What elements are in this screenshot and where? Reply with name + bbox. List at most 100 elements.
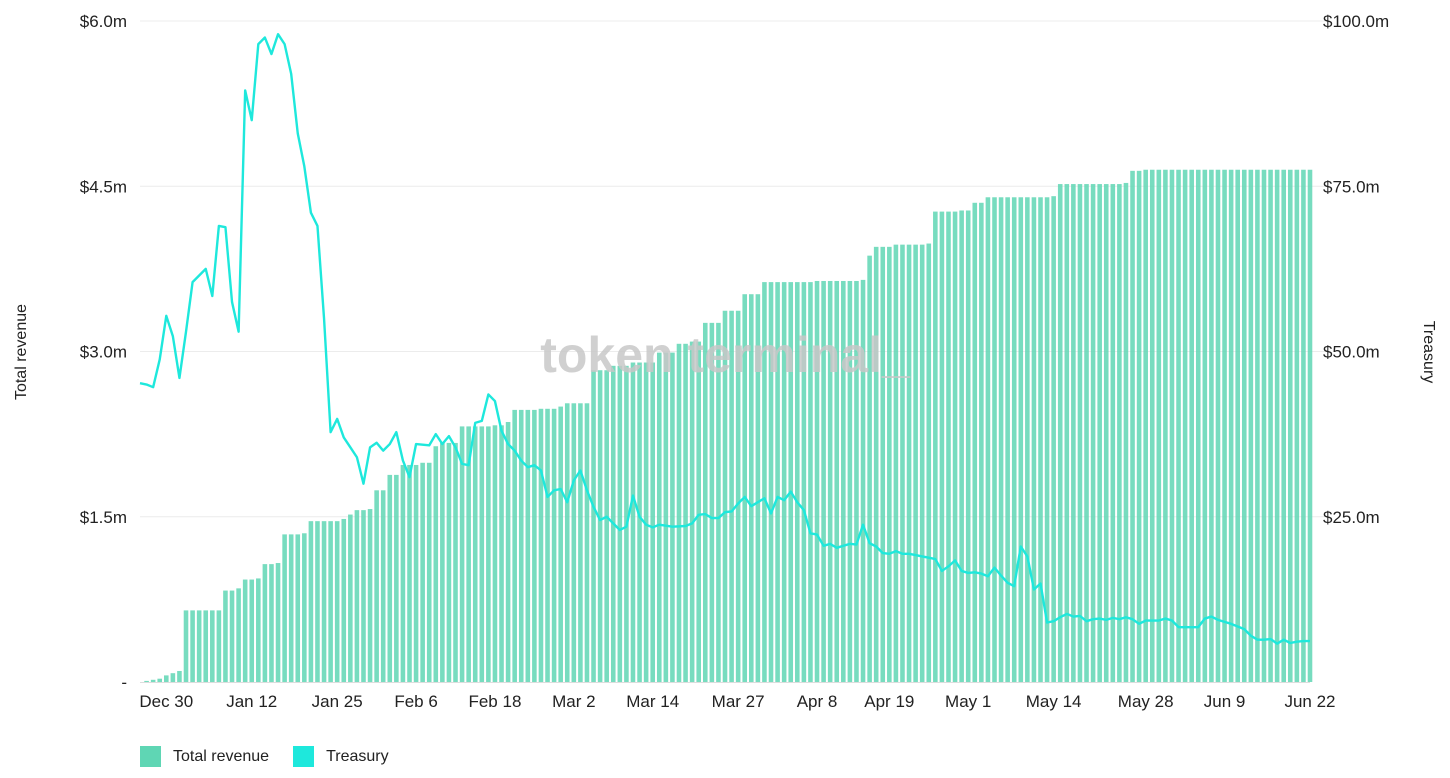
revenue-bar[interactable] (472, 426, 478, 682)
revenue-bar[interactable] (492, 425, 498, 682)
revenue-bar[interactable] (952, 211, 958, 682)
revenue-bar[interactable] (860, 279, 866, 682)
revenue-bar[interactable] (361, 510, 366, 682)
legend-item-total-revenue[interactable]: Total revenue (140, 746, 269, 767)
revenue-bar[interactable] (893, 244, 899, 682)
revenue-bar[interactable] (716, 322, 721, 682)
revenue-bar[interactable] (420, 462, 425, 682)
revenue-bar[interactable] (1136, 170, 1142, 682)
revenue-bar[interactable] (1235, 169, 1240, 683)
revenue-bar[interactable] (788, 282, 794, 682)
revenue-bar[interactable] (157, 678, 163, 682)
revenue-bar[interactable] (1307, 169, 1313, 683)
revenue-bar[interactable] (564, 403, 570, 682)
revenue-bar[interactable] (1123, 182, 1129, 682)
revenue-bar[interactable] (1281, 169, 1286, 683)
revenue-bar[interactable] (887, 246, 892, 682)
revenue-bar[interactable] (400, 464, 406, 682)
revenue-bar[interactable] (880, 246, 886, 682)
revenue-bar[interactable] (518, 409, 524, 682)
revenue-bar[interactable] (341, 518, 347, 682)
treasury-line[interactable] (139, 33, 1310, 645)
revenue-bar[interactable] (308, 521, 314, 682)
revenue-bar[interactable] (1294, 169, 1300, 683)
revenue-bar[interactable] (486, 426, 491, 682)
revenue-bar[interactable] (440, 442, 445, 682)
revenue-bar[interactable] (1117, 184, 1122, 683)
revenue-bar[interactable] (591, 370, 596, 682)
revenue-bar[interactable] (1143, 169, 1148, 683)
revenue-bar[interactable] (900, 244, 905, 682)
revenue-bar[interactable] (1215, 169, 1221, 683)
revenue-bar[interactable] (1031, 197, 1037, 682)
revenue-bar[interactable] (282, 534, 287, 682)
revenue-bar[interactable] (762, 282, 767, 682)
revenue-bar[interactable] (630, 362, 636, 682)
revenue-bar[interactable] (722, 310, 728, 682)
revenue-bar[interactable] (1156, 169, 1162, 683)
revenue-bar[interactable] (768, 282, 774, 682)
revenue-bar[interactable] (597, 370, 603, 682)
revenue-bar[interactable] (249, 579, 255, 682)
revenue-bar[interactable] (1287, 169, 1293, 683)
revenue-bar[interactable] (749, 294, 754, 682)
revenue-bar[interactable] (689, 341, 695, 682)
revenue-bar[interactable] (906, 244, 912, 682)
revenue-bar[interactable] (354, 510, 360, 682)
revenue-bar[interactable] (1005, 197, 1010, 682)
revenue-bar[interactable] (453, 442, 458, 682)
revenue-bar[interactable] (683, 343, 688, 682)
revenue-bar[interactable] (663, 352, 669, 682)
revenue-bar[interactable] (459, 426, 465, 682)
revenue-bar[interactable] (709, 322, 715, 682)
revenue-bar[interactable] (551, 408, 557, 682)
revenue-bar[interactable] (256, 578, 261, 682)
revenue-bar[interactable] (210, 610, 215, 682)
revenue-bar[interactable] (242, 579, 248, 682)
revenue-bar[interactable] (604, 370, 609, 682)
revenue-bar[interactable] (985, 197, 991, 682)
revenue-bar[interactable] (998, 197, 1004, 682)
revenue-bar[interactable] (223, 590, 228, 682)
revenue-bar[interactable] (834, 280, 840, 682)
revenue-bar[interactable] (466, 426, 471, 682)
revenue-bar[interactable] (972, 202, 978, 682)
revenue-bar[interactable] (696, 341, 701, 682)
revenue-bar[interactable] (334, 521, 340, 682)
revenue-bar[interactable] (558, 406, 563, 682)
revenue-bar[interactable] (1202, 169, 1208, 683)
revenue-bar[interactable] (617, 365, 623, 682)
revenue-bar[interactable] (394, 474, 399, 682)
revenue-bar[interactable] (374, 490, 379, 682)
revenue-bar[interactable] (637, 362, 642, 682)
revenue-bar[interactable] (1222, 169, 1227, 683)
revenue-bar[interactable] (1248, 169, 1254, 683)
revenue-bar[interactable] (288, 534, 294, 682)
revenue-bar[interactable] (650, 362, 655, 682)
revenue-bar[interactable] (315, 521, 320, 682)
revenue-bar[interactable] (854, 280, 859, 682)
revenue-bar[interactable] (532, 409, 537, 682)
revenue-bar[interactable] (545, 408, 550, 682)
revenue-bar[interactable] (939, 211, 945, 682)
revenue-bar[interactable] (302, 533, 307, 682)
revenue-bar[interactable] (269, 564, 274, 682)
legend-item-treasury[interactable]: Treasury (293, 746, 389, 767)
revenue-bar[interactable] (1241, 169, 1247, 683)
revenue-bar[interactable] (170, 673, 176, 682)
revenue-bar[interactable] (505, 422, 511, 682)
revenue-bar[interactable] (827, 280, 833, 682)
revenue-bar[interactable] (808, 282, 813, 682)
revenue-bar[interactable] (164, 675, 169, 682)
revenue-bar[interactable] (295, 534, 301, 682)
revenue-bar[interactable] (144, 680, 149, 682)
revenue-bar[interactable] (196, 610, 202, 682)
revenue-bar[interactable] (702, 322, 708, 682)
revenue-bar[interactable] (1169, 169, 1175, 683)
revenue-bar[interactable] (275, 563, 281, 682)
revenue-bar[interactable] (873, 246, 879, 682)
revenue-bar[interactable] (367, 509, 373, 682)
revenue-bar[interactable] (913, 244, 918, 682)
revenue-bar[interactable] (1255, 169, 1260, 683)
revenue-bar[interactable] (1195, 169, 1201, 683)
